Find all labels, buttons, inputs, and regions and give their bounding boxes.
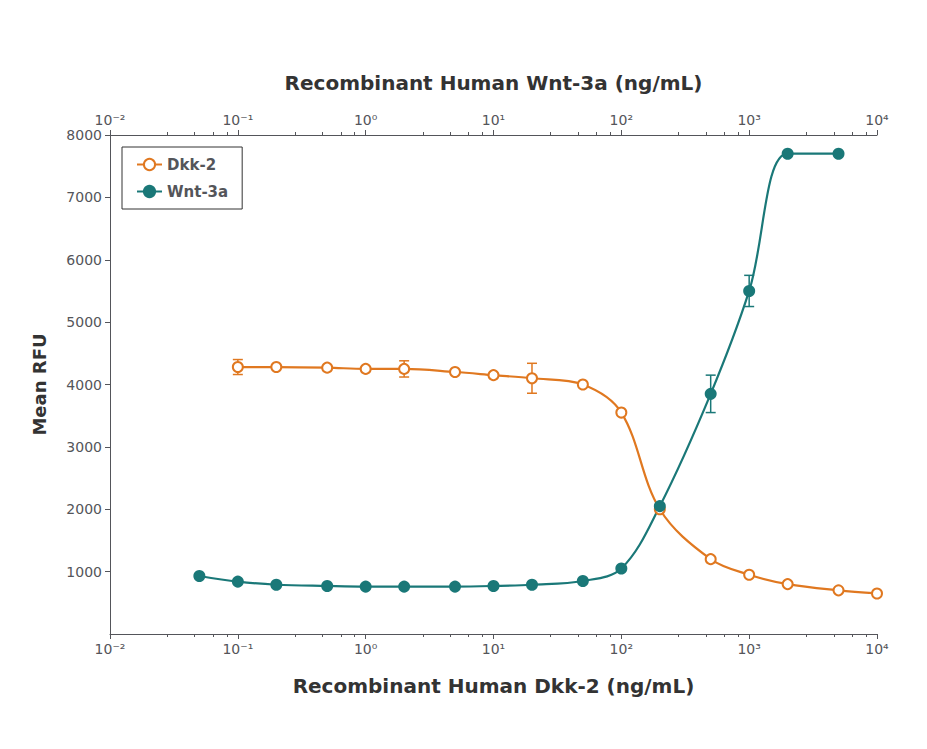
svg-text:10⁻¹: 10⁻¹: [222, 112, 253, 128]
svg-text:Recombinant Human Dkk-2 (ng/mL: Recombinant Human Dkk-2 (ng/mL): [293, 674, 695, 698]
svg-text:10⁻²: 10⁻²: [95, 112, 126, 128]
svg-text:10³: 10³: [737, 112, 760, 128]
svg-text:Dkk-2: Dkk-2: [167, 156, 216, 174]
svg-text:6000: 6000: [66, 252, 102, 268]
svg-text:5000: 5000: [66, 314, 102, 330]
svg-text:7000: 7000: [66, 189, 102, 205]
svg-text:8000: 8000: [66, 127, 102, 143]
svg-text:2000: 2000: [66, 501, 102, 517]
svg-text:10²: 10²: [610, 112, 633, 128]
svg-text:10⁰: 10⁰: [354, 112, 378, 128]
svg-text:10²: 10²: [610, 641, 633, 657]
svg-text:4000: 4000: [66, 377, 102, 393]
svg-text:10⁰: 10⁰: [354, 641, 378, 657]
svg-text:10⁻¹: 10⁻¹: [222, 641, 253, 657]
svg-text:10⁴: 10⁴: [865, 112, 889, 128]
svg-text:10⁻²: 10⁻²: [95, 641, 126, 657]
svg-text:10¹: 10¹: [482, 641, 505, 657]
svg-text:Wnt-3a: Wnt-3a: [167, 183, 228, 201]
svg-text:10³: 10³: [737, 641, 760, 657]
svg-text:10⁴: 10⁴: [865, 641, 889, 657]
svg-text:10¹: 10¹: [482, 112, 505, 128]
svg-text:Mean RFU: Mean RFU: [29, 333, 50, 435]
svg-text:Recombinant Human Wnt-3a (ng/m: Recombinant Human Wnt-3a (ng/mL): [285, 71, 703, 95]
svg-text:1000: 1000: [66, 564, 102, 580]
svg-text:3000: 3000: [66, 439, 102, 455]
